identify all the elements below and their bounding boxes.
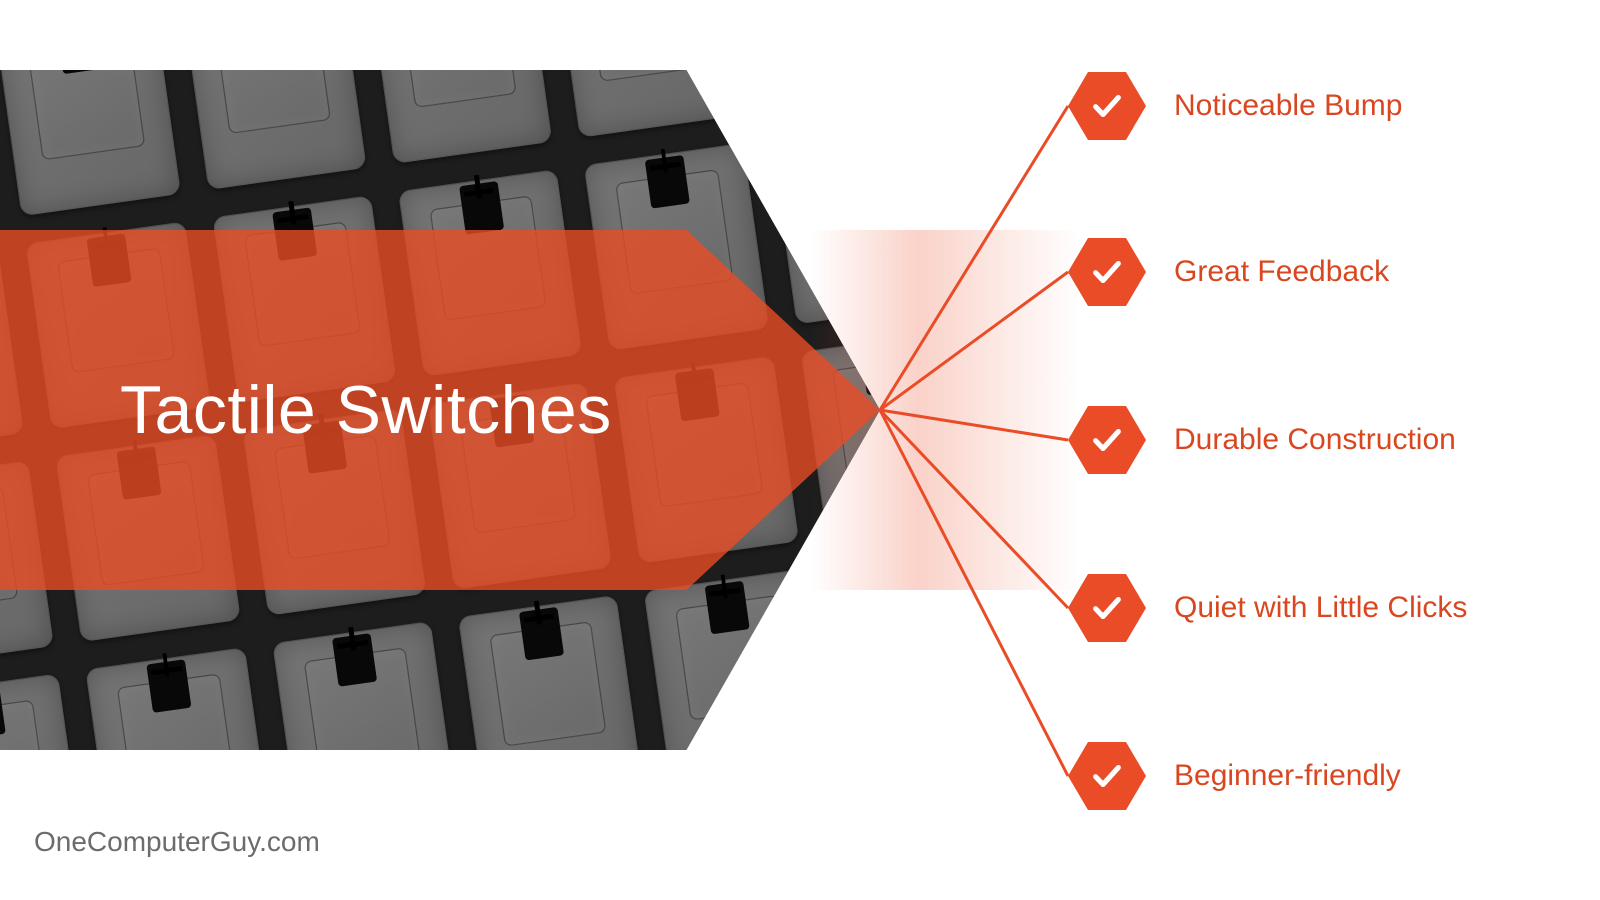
bullet-label: Beginner-friendly xyxy=(1174,758,1401,794)
check-icon xyxy=(1090,89,1124,123)
hex-badge xyxy=(1068,742,1146,810)
footer-source: OneComputerGuy.com xyxy=(34,826,320,858)
hex-badge xyxy=(1068,406,1146,474)
check-icon xyxy=(1090,759,1124,793)
bullet-label: Noticeable Bump xyxy=(1174,88,1402,124)
bullet-label: Quiet with Little Clicks xyxy=(1174,590,1467,626)
infographic-stage: Tactile Switches Noticeable Bump Great Fe… xyxy=(0,0,1600,900)
check-icon xyxy=(1090,591,1124,625)
hex-badge xyxy=(1068,574,1146,642)
bullet-item: Great Feedback xyxy=(1068,238,1389,306)
page-title: Tactile Switches xyxy=(120,371,612,449)
bullet-label: Great Feedback xyxy=(1174,254,1389,290)
bullet-item: Quiet with Little Clicks xyxy=(1068,574,1467,642)
bullet-item: Durable Construction xyxy=(1068,406,1456,474)
connector-line xyxy=(880,106,1068,410)
check-icon xyxy=(1090,423,1124,457)
connector-line xyxy=(880,410,1068,608)
check-icon xyxy=(1090,255,1124,289)
connector-line xyxy=(880,410,1068,776)
hex-badge xyxy=(1068,238,1146,306)
connector-line xyxy=(880,410,1068,440)
connector-line xyxy=(880,272,1068,410)
bullet-item: Beginner-friendly xyxy=(1068,742,1401,810)
bullet-item: Noticeable Bump xyxy=(1068,72,1402,140)
bullet-label: Durable Construction xyxy=(1174,422,1456,458)
hex-badge xyxy=(1068,72,1146,140)
